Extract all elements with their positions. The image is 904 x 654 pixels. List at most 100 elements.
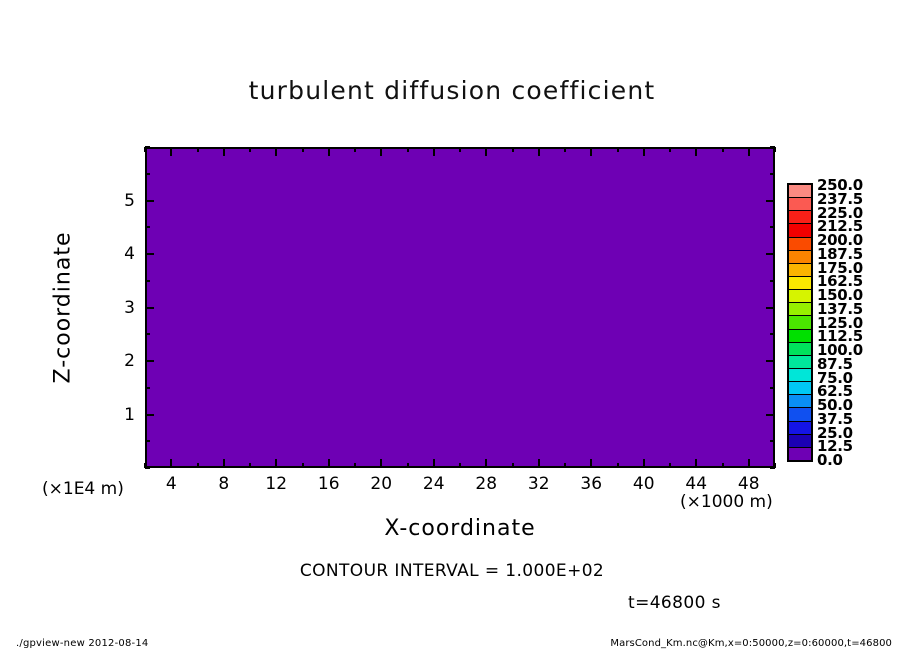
x-tick-label: 32 bbox=[527, 474, 550, 494]
x-tick-label: 36 bbox=[580, 474, 603, 494]
x-tick-top-minor bbox=[669, 147, 671, 152]
colorbar-tick-label: 200.0 bbox=[817, 231, 863, 249]
x-tick-top-major bbox=[223, 147, 225, 156]
contour-interval-note: CONTOUR INTERVAL = 1.000E+02 bbox=[299, 561, 605, 581]
x-tick-label: 48 bbox=[737, 474, 760, 494]
x-tick-minor bbox=[249, 463, 251, 468]
colorbar-tick-label: 187.5 bbox=[817, 244, 863, 263]
x-tick-minor bbox=[354, 463, 356, 468]
y-tick-major bbox=[145, 200, 154, 202]
x-tick-major bbox=[748, 459, 750, 468]
x-tick-minor bbox=[669, 463, 671, 468]
y-axis-unit-label: (×1E4 m) bbox=[42, 479, 124, 499]
footer-source-stamp: MarsCond_Km.nc@Km,x=0:50000,z=0:60000,t=… bbox=[610, 638, 892, 649]
y-tick-right-minor bbox=[770, 467, 775, 469]
colorbar-tick-label: 212.5 bbox=[817, 217, 863, 236]
y-tick-right-major bbox=[766, 360, 775, 362]
y-tick-right-minor bbox=[770, 146, 775, 148]
x-tick-major bbox=[328, 459, 330, 468]
footer-command-stamp: ./gpview-new 2012-08-14 bbox=[16, 638, 149, 649]
colorbar-band bbox=[789, 290, 811, 304]
x-tick-minor bbox=[302, 463, 304, 468]
x-tick-top-minor bbox=[722, 147, 724, 152]
x-tick-top-major bbox=[748, 147, 750, 156]
x-tick-top-minor bbox=[144, 147, 146, 152]
x-tick-top-major bbox=[380, 147, 382, 156]
colorbar-tick-label: 225.0 bbox=[817, 203, 863, 222]
x-tick-minor bbox=[459, 463, 461, 468]
colorbar-band bbox=[789, 329, 811, 343]
y-tick-right-minor bbox=[770, 173, 775, 175]
y-tick-label: 4 bbox=[124, 244, 135, 264]
x-tick-top-minor bbox=[407, 147, 409, 152]
colorbar-band bbox=[789, 355, 811, 369]
colorbar-tick-label: 12.5 bbox=[817, 437, 853, 456]
y-tick-right-minor bbox=[770, 440, 775, 442]
y-tick-major bbox=[145, 253, 154, 255]
x-tick-minor bbox=[722, 463, 724, 468]
x-tick-label: 16 bbox=[317, 474, 340, 494]
y-tick-label: 5 bbox=[124, 190, 135, 211]
x-tick-major bbox=[485, 459, 487, 468]
x-tick-major bbox=[538, 459, 540, 468]
x-tick-top-major bbox=[328, 147, 330, 156]
y-tick-minor bbox=[145, 226, 150, 228]
x-tick-major bbox=[380, 459, 382, 468]
colorbar-tick-label: 150.0 bbox=[817, 286, 863, 304]
y-tick-right-major bbox=[766, 253, 775, 255]
y-tick-right-minor bbox=[770, 226, 775, 228]
colorbar-tick-label: 137.5 bbox=[817, 299, 863, 318]
colorbar-band bbox=[789, 368, 811, 383]
x-tick-major bbox=[643, 459, 645, 468]
x-tick-label: 12 bbox=[265, 474, 288, 494]
colorbar-tick-labels: 250.0 237.5 225.0 212.5 200.0 187.5 175.0 162.5… bbox=[817, 178, 897, 468]
x-tick-top-minor bbox=[354, 147, 356, 152]
x-tick-minor bbox=[197, 463, 199, 468]
y-tick-label: 2 bbox=[124, 351, 135, 371]
x-tick-top-minor bbox=[512, 147, 514, 152]
colorbar-band bbox=[789, 211, 811, 225]
colorbar-tick-label: 50.0 bbox=[817, 396, 853, 414]
x-tick-major bbox=[275, 459, 277, 468]
colorbar-band bbox=[789, 303, 811, 317]
heatmap-field bbox=[147, 149, 773, 466]
x-tick-top-major bbox=[643, 147, 645, 156]
colorbar-band bbox=[789, 382, 811, 396]
colorbar-band bbox=[789, 185, 811, 199]
colorbar-band bbox=[789, 342, 811, 356]
y-tick-minor bbox=[145, 387, 150, 389]
x-tick-minor bbox=[144, 463, 146, 468]
plot-area bbox=[145, 147, 775, 468]
y-tick-minor bbox=[145, 146, 150, 148]
colorbar-band bbox=[789, 250, 811, 264]
colorbar-band bbox=[789, 447, 811, 460]
x-tick-label: 8 bbox=[218, 474, 230, 494]
x-tick-minor bbox=[512, 463, 514, 468]
colorbar-band bbox=[789, 198, 811, 212]
y-tick-minor bbox=[145, 333, 150, 335]
x-tick-minor bbox=[774, 463, 776, 468]
x-tick-top-minor bbox=[459, 147, 461, 152]
x-tick-minor bbox=[617, 463, 619, 468]
x-tick-label: 44 bbox=[685, 474, 708, 494]
y-tick-label: 1 bbox=[124, 404, 135, 425]
x-tick-top-major bbox=[433, 147, 435, 156]
y-tick-right-major bbox=[766, 200, 775, 202]
y-tick-major bbox=[145, 307, 154, 309]
y-tick-minor bbox=[145, 280, 150, 282]
y-tick-minor bbox=[145, 467, 150, 469]
x-tick-label: 28 bbox=[475, 474, 498, 494]
x-tick-top-minor bbox=[302, 147, 304, 152]
x-tick-top-minor bbox=[564, 147, 566, 152]
colorbar-band bbox=[789, 263, 811, 277]
colorbar-tick-label: 75.0 bbox=[817, 368, 853, 387]
x-tick-label: 24 bbox=[422, 474, 445, 494]
y-tick-minor bbox=[145, 173, 150, 175]
x-tick-top-minor bbox=[774, 147, 776, 152]
x-tick-top-major bbox=[485, 147, 487, 156]
colorbar-tick-label: 112.5 bbox=[817, 327, 863, 346]
x-axis-label: X-coordinate bbox=[384, 516, 536, 541]
x-tick-top-major bbox=[695, 147, 697, 156]
colorbar-band bbox=[789, 408, 811, 422]
